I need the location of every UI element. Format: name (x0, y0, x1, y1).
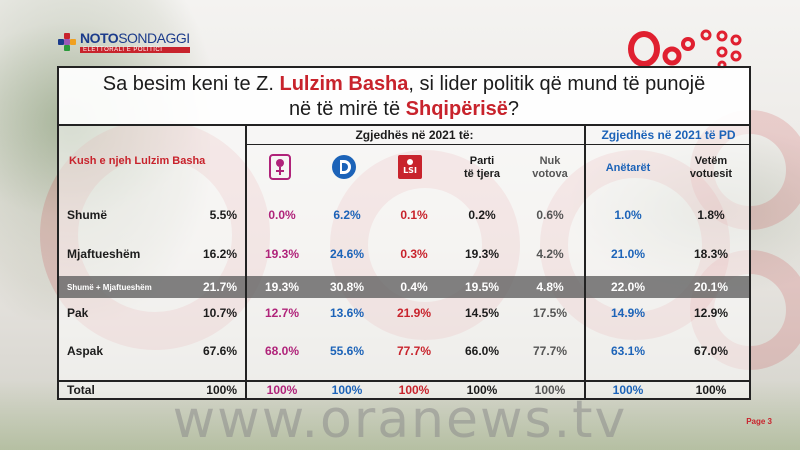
cell-members: 63.1% (610, 344, 646, 358)
cell-pd: 13.6% (329, 306, 365, 320)
cell-voters: 20.1% (693, 280, 729, 294)
title-text: ? (507, 98, 520, 120)
cell-pd: 30.8% (329, 280, 365, 294)
cell-voters: 100% (695, 383, 727, 397)
cell-pd: 6.2% (333, 208, 361, 222)
total-row-divider (59, 380, 749, 382)
cell-novote: 4.8% (536, 280, 564, 294)
cell-voters: 12.9% (693, 306, 729, 320)
column-header-novote: Nuk votova (532, 155, 568, 180)
cell-novote: 100% (534, 383, 566, 397)
row-header-label: Kush e njeh Lulzim Basha (69, 155, 206, 167)
noto-brand-name: NOTOSONDAGGI (80, 30, 190, 46)
row-label: Total (67, 383, 95, 397)
cell-other: 19.5% (464, 280, 500, 294)
cell-pd: 100% (331, 383, 363, 397)
cell-other: 100% (466, 383, 498, 397)
page-number: Page 3 (746, 417, 772, 426)
group-header-2021-voters: Zgjedhës në 2021 të: (355, 128, 474, 142)
column-header-members: Anëtarët (605, 161, 651, 174)
highlight-row-band (59, 276, 749, 298)
noto-tagline: ELETTORALI E POLITICI (80, 47, 190, 53)
column-divider (245, 126, 247, 398)
cell-ps: 12.7% (264, 306, 300, 320)
group-header-pd-voters: Zgjedhës në 2021 të PD (601, 128, 736, 142)
results-table: Zgjedhës në 2021 të: Zgjedhës në 2021 të… (57, 126, 751, 400)
pd-logo-icon (331, 154, 357, 180)
cell-other: 19.3% (464, 247, 500, 261)
cell-voters: 18.3% (693, 247, 729, 261)
title-text: , si lider politik që mund të punojë (408, 73, 706, 95)
row-total-value: 5.5% (209, 208, 237, 222)
row-total-value: 100% (206, 383, 237, 397)
cell-other: 0.2% (468, 208, 496, 222)
cell-lsi: 77.7% (396, 344, 432, 358)
cell-ps: 19.3% (264, 280, 300, 294)
ora-news-logo (628, 29, 742, 70)
cell-novote: 77.7% (532, 344, 568, 358)
question-title: Sa besim keni te Z. Lulzim Basha, si lid… (57, 66, 751, 126)
cell-members: 14.9% (610, 306, 646, 320)
column-header-other: Parti të tjera (463, 155, 501, 180)
column-header-voters: Vetëm votuesit (689, 155, 733, 180)
cell-members: 22.0% (610, 280, 646, 294)
row-label: Shumë (67, 208, 108, 222)
lsi-logo-icon: LSI (397, 154, 423, 180)
row-total-value: 67.6% (202, 344, 237, 358)
cell-lsi: 0.3% (400, 247, 428, 261)
column-divider (584, 126, 586, 398)
cell-lsi: 0.4% (400, 280, 428, 294)
cell-voters: 67.0% (693, 344, 729, 358)
cell-ps: 0.0% (268, 208, 296, 222)
cell-pd: 24.6% (329, 247, 365, 261)
title-highlight-country: Shqipërisë (405, 98, 508, 120)
group-header-divider (245, 144, 749, 145)
row-total-value: 10.7% (202, 306, 237, 320)
cell-ps: 19.3% (264, 247, 300, 261)
row-total-value: 16.2% (202, 247, 237, 261)
cell-lsi: 0.1% (400, 208, 428, 222)
cell-pd: 55.6% (329, 344, 365, 358)
noto-mark-icon (58, 32, 76, 51)
row-label: Pak (67, 306, 89, 320)
noto-sondaggi-logo: NOTOSONDAGGI ELETTORALI E POLITICI (58, 30, 190, 53)
cell-other: 66.0% (464, 344, 500, 358)
ps-rose-logo-icon (267, 154, 293, 180)
cell-novote: 4.2% (536, 247, 564, 261)
question-line-1: Sa besim keni te Z. Lulzim Basha, si lid… (59, 72, 749, 97)
cell-ps: 100% (266, 383, 298, 397)
title-text: Sa besim keni te Z. (102, 73, 280, 95)
row-label: Mjaftueshëm (67, 247, 141, 261)
title-highlight-name: Lulzim Basha (279, 73, 409, 95)
cell-ps: 68.0% (264, 344, 300, 358)
title-text: në të mirë të (288, 98, 406, 120)
cell-novote: 17.5% (532, 306, 568, 320)
cell-novote: 0.6% (536, 208, 564, 222)
row-label: Shumë + Mjaftueshëm (67, 282, 152, 292)
cell-members: 100% (612, 383, 644, 397)
cell-voters: 1.8% (697, 208, 725, 222)
cell-other: 14.5% (464, 306, 500, 320)
watermark-url: www.oranews.tv (172, 390, 628, 450)
cell-lsi: 100% (398, 383, 430, 397)
svg-text:LSI: LSI (403, 166, 417, 175)
cell-members: 21.0% (610, 247, 646, 261)
cell-lsi: 21.9% (396, 306, 432, 320)
noto-brand-bold: NOTO (80, 30, 119, 46)
noto-brand-thin: SONDAGGI (118, 30, 190, 46)
row-total-value: 21.7% (202, 280, 237, 294)
row-label: Aspak (67, 344, 104, 358)
question-line-2: në të mirë të Shqipërisë? (59, 97, 749, 122)
cell-members: 1.0% (614, 208, 642, 222)
